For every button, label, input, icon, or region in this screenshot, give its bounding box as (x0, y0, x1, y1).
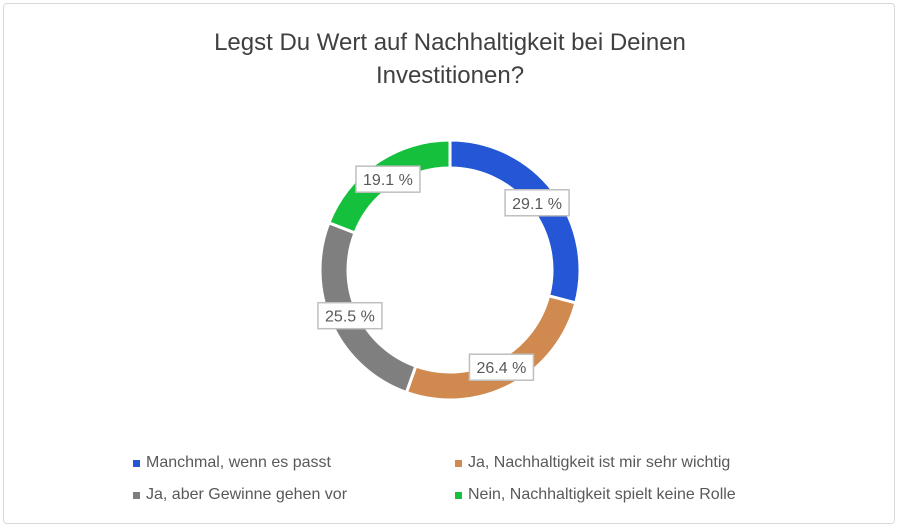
data-label-box (317, 301, 383, 330)
data-label-1: 29.1 % (504, 189, 570, 217)
chart-title-line-1: Legst Du Wert auf Nachhaltigkeit bei Dei… (214, 29, 686, 56)
data-label-text: 19.1 % (363, 172, 413, 189)
data-label-3: 25.5 % (317, 301, 383, 330)
chart-title-line-2: Investitionen? (375, 62, 525, 89)
donut-segment-2 (404, 293, 578, 402)
legend-label-1: Manchmal, wenn es passt (146, 454, 331, 471)
legend-label-2: Ja, Nachhaltigkeit ist mir sehr wichtig (468, 454, 731, 471)
legend-item-3: Ja, aber Gewinne gehen vor (133, 486, 347, 504)
legend-label-4: Nein, Nachhaltigkeit spielt keine Rolle (468, 486, 736, 503)
legend-swatch-4 (455, 491, 462, 499)
donut-segment-1 (448, 138, 582, 305)
chart-title: Legst Du Wert auf Nachhaltigkeit bei Dei… (0, 26, 900, 92)
legend-item-1: Manchmal, wenn es passt (133, 454, 331, 472)
legend-swatch-1 (133, 459, 140, 467)
data-label-text: 29.1 % (512, 196, 562, 213)
data-label-4: 19.1 % (355, 165, 421, 193)
data-label-2: 26.4 % (468, 353, 535, 381)
legend-swatch-2 (455, 459, 462, 467)
legend-swatch-3 (133, 491, 140, 499)
data-label-box (468, 353, 535, 381)
data-label-box (355, 165, 421, 193)
data-label-box (504, 189, 570, 217)
chart-frame (3, 3, 895, 524)
legend-label-3: Ja, aber Gewinne gehen vor (146, 486, 348, 503)
legend-item-2: Ja, Nachhaltigkeit ist mir sehr wichtig (455, 454, 730, 472)
data-label-text: 26.4 % (477, 360, 527, 377)
legend-item-4: Nein, Nachhaltigkeit spielt keine Rolle (455, 486, 736, 504)
data-label-text: 25.5 % (325, 309, 375, 326)
